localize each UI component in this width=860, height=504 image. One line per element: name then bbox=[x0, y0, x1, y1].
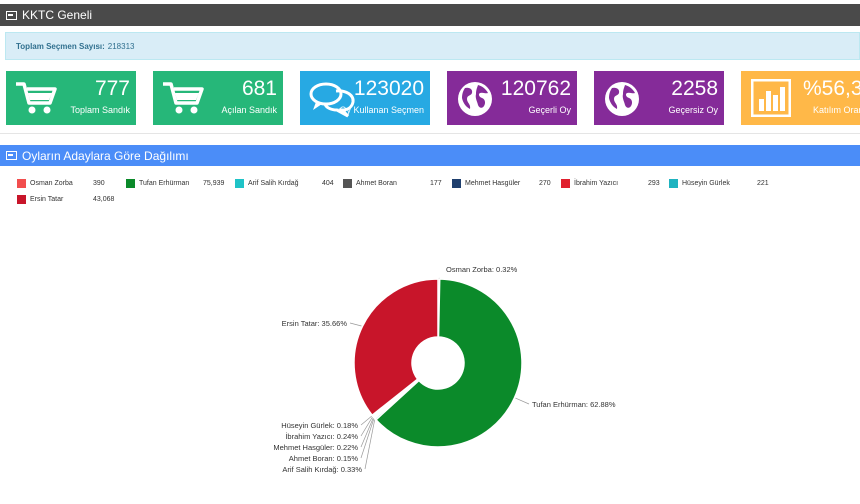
legend-swatch bbox=[17, 179, 26, 188]
stat-value: 681 bbox=[241, 77, 277, 100]
legend-swatch bbox=[561, 179, 570, 188]
slice-label: İbrahim Yazıcı: 0.24% bbox=[285, 432, 358, 441]
label-connector bbox=[360, 415, 372, 426]
legend-value: 270 bbox=[539, 180, 551, 187]
legend-swatch bbox=[126, 179, 135, 188]
slice-label: Ahmet Boran: 0.15% bbox=[289, 454, 359, 463]
pie-slice[interactable] bbox=[371, 378, 419, 417]
slice-label: Ersin Tatar: 35.66% bbox=[282, 319, 348, 328]
section-header: Oyların Adaylara Göre Dağılımı bbox=[0, 145, 860, 166]
legend-value: 293 bbox=[648, 180, 660, 187]
stat-label: Toplam Sandık bbox=[70, 105, 130, 115]
legend-name: Arif Salih Kırdağ bbox=[248, 180, 299, 187]
legend-value: 404 bbox=[322, 180, 334, 187]
voter-info-alert: Toplam Seçmen Sayısı: 218313 bbox=[5, 32, 860, 60]
legend-name: Tufan Erhürman bbox=[139, 180, 190, 187]
legend-value: 221 bbox=[757, 180, 769, 187]
stat-label: Katılım Oranı bbox=[813, 105, 860, 115]
label-connector bbox=[360, 418, 375, 459]
stat-tile-turnout[interactable]: %56,35 Katılım Oranı bbox=[741, 71, 860, 125]
stat-value: 123020 bbox=[353, 77, 424, 100]
stat-tile-opened-ballot-boxes[interactable]: 681 Açılan Sandık bbox=[153, 71, 283, 125]
label-connector bbox=[364, 419, 376, 470]
legend-name: Osman Zorba bbox=[30, 180, 73, 187]
stat-label: Açılan Sandık bbox=[221, 105, 277, 115]
total-voters-value: 218313 bbox=[107, 41, 135, 51]
stat-tile-invalid-votes[interactable]: 2258 Geçersiz Oy bbox=[594, 71, 724, 125]
stat-label: Geçersiz Oy bbox=[668, 105, 718, 115]
shopping-cart-icon bbox=[16, 82, 57, 114]
label-connector bbox=[360, 417, 374, 448]
legend-swatch bbox=[235, 179, 244, 188]
label-connector bbox=[438, 277, 441, 280]
slice-label: Osman Zorba: 0.32% bbox=[446, 265, 518, 274]
legend-name: Ahmet Boran bbox=[356, 180, 397, 187]
legend-value: 390 bbox=[93, 180, 105, 187]
stat-value: 2258 bbox=[671, 77, 718, 100]
stat-label: Oy Kullanan Seçmen bbox=[339, 105, 424, 115]
legend-value: 43,068 bbox=[93, 196, 115, 203]
divider bbox=[0, 133, 860, 134]
header-bar: KKTC Geneli bbox=[0, 4, 860, 26]
slice-label: Mehmet Hasgüler: 0.22% bbox=[273, 443, 358, 452]
section-title: Oyların Adaylara Göre Dağılımı bbox=[22, 148, 189, 163]
bar-chart-icon bbox=[751, 79, 791, 117]
globe-icon bbox=[458, 82, 492, 116]
stat-label: Geçerli Oy bbox=[528, 105, 571, 115]
total-voters-label: Toplam Seçmen Sayısı: bbox=[16, 41, 105, 51]
legend-value: 75,939 bbox=[203, 180, 225, 187]
comments-icon bbox=[309, 82, 355, 118]
pie-slice[interactable] bbox=[374, 278, 523, 448]
stat-tile-voters[interactable]: 123020 Oy Kullanan Seçmen bbox=[300, 71, 430, 125]
pie-slice[interactable] bbox=[372, 378, 420, 419]
globe-icon bbox=[605, 82, 639, 116]
pie-slice[interactable] bbox=[353, 278, 439, 417]
stat-value: 777 bbox=[94, 77, 130, 100]
shopping-cart-icon bbox=[163, 82, 204, 114]
pie-slice[interactable] bbox=[437, 278, 441, 338]
label-connector bbox=[515, 397, 530, 405]
legend-swatch bbox=[452, 179, 461, 188]
stat-value: %56,35 bbox=[803, 77, 860, 100]
legend-swatch bbox=[17, 195, 26, 204]
slice-label: Hüseyin Gürlek: 0.18% bbox=[281, 421, 358, 430]
label-connector bbox=[360, 416, 373, 437]
legend-swatch bbox=[343, 179, 352, 188]
slice-label: Arif Salih Kırdağ: 0.33% bbox=[282, 465, 362, 474]
stat-tile-total-ballot-boxes[interactable]: 777 Toplam Sandık bbox=[6, 71, 136, 125]
pie-slice[interactable] bbox=[373, 378, 420, 420]
label-connector bbox=[349, 322, 362, 327]
window-icon bbox=[6, 10, 17, 20]
legend-swatch bbox=[669, 179, 678, 188]
window-icon bbox=[6, 151, 17, 160]
stat-tile-valid-votes[interactable]: 120762 Geçerli Oy bbox=[447, 71, 577, 125]
legend-name: Mehmet Hasgüler bbox=[465, 180, 521, 187]
slice-label: Tufan Erhürman: 62.88% bbox=[532, 400, 616, 409]
stat-value: 120762 bbox=[500, 77, 571, 100]
legend-value: 177 bbox=[430, 180, 442, 187]
page-title: KKTC Geneli bbox=[22, 8, 93, 22]
legend-name: Hüseyin Gürlek bbox=[682, 180, 730, 187]
legend-name: İbrahim Yazıcı bbox=[574, 180, 619, 187]
pie-slice[interactable] bbox=[371, 378, 420, 418]
legend-name: Ersin Tatar bbox=[30, 196, 64, 203]
pie-slice[interactable] bbox=[373, 379, 420, 421]
